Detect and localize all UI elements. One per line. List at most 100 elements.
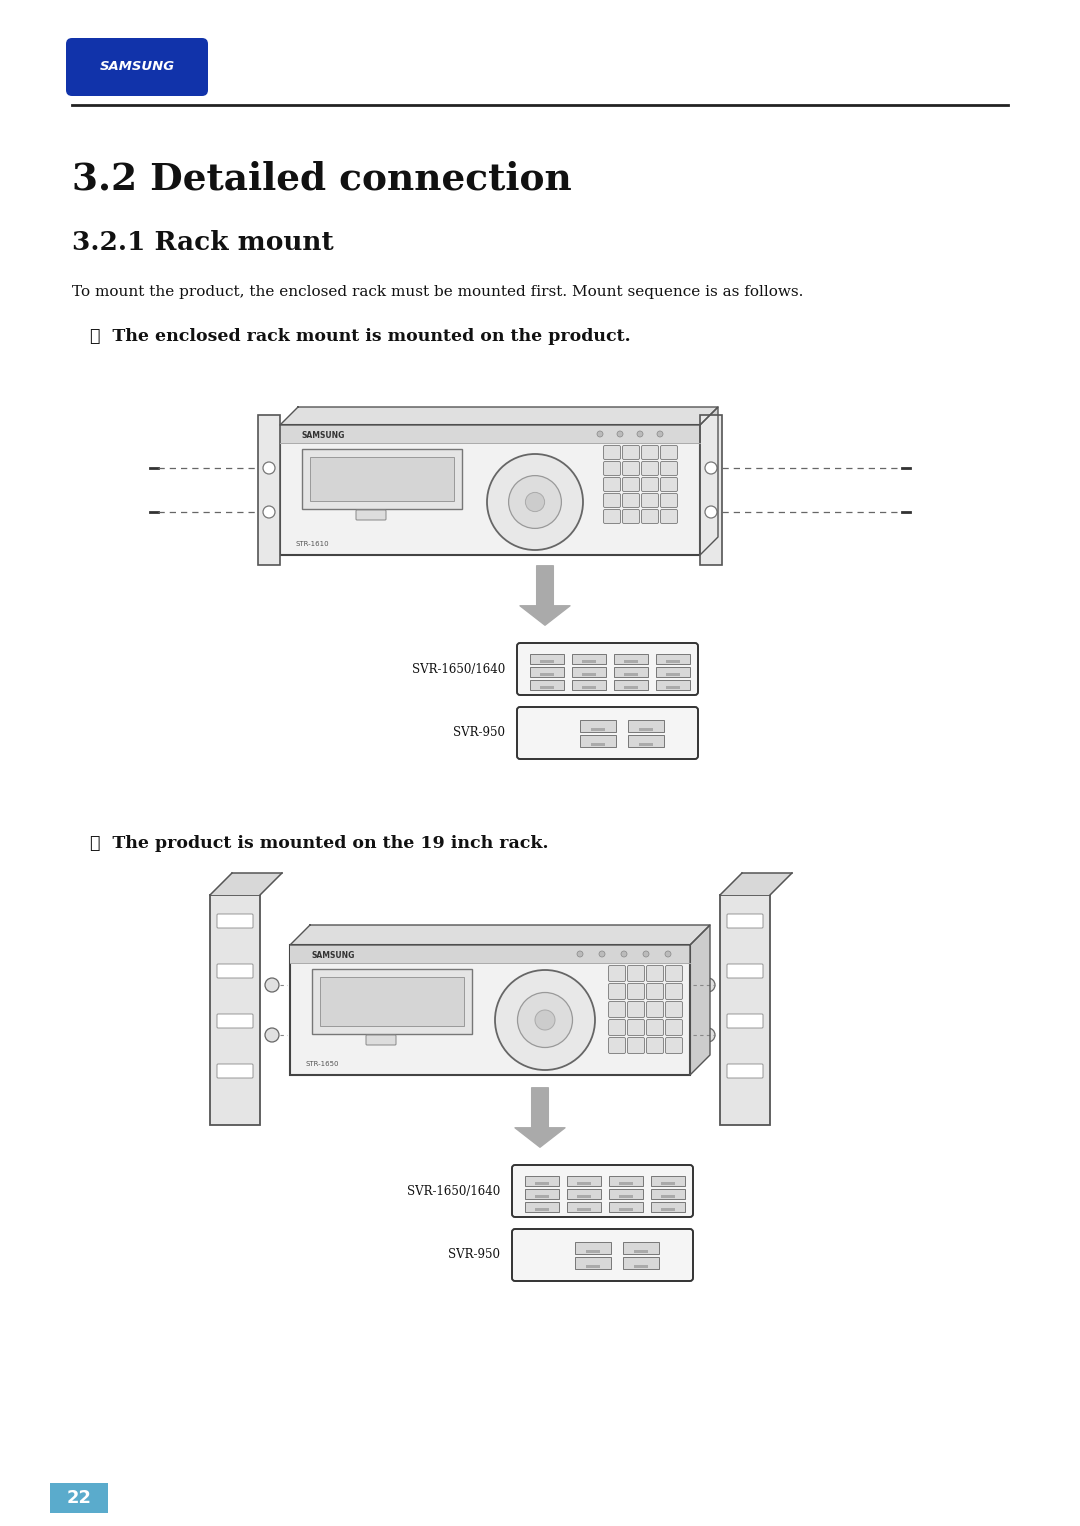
Circle shape [701, 1029, 715, 1042]
FancyBboxPatch shape [619, 1209, 633, 1212]
Circle shape [617, 430, 623, 436]
Circle shape [517, 992, 572, 1047]
FancyBboxPatch shape [639, 743, 653, 746]
FancyBboxPatch shape [217, 964, 253, 978]
FancyBboxPatch shape [525, 1202, 559, 1212]
FancyBboxPatch shape [634, 1265, 648, 1268]
FancyBboxPatch shape [540, 687, 554, 690]
Circle shape [597, 430, 603, 436]
Text: ❖  The enclosed rack mount is mounted on the product.: ❖ The enclosed rack mount is mounted on … [90, 328, 631, 345]
FancyBboxPatch shape [624, 661, 638, 662]
FancyBboxPatch shape [540, 661, 554, 662]
Text: STR-1650: STR-1650 [305, 1061, 338, 1067]
FancyBboxPatch shape [586, 1250, 600, 1253]
Text: STR-1610: STR-1610 [295, 542, 328, 546]
Text: SAMSUNG: SAMSUNG [312, 951, 355, 960]
FancyBboxPatch shape [623, 1257, 659, 1270]
FancyBboxPatch shape [656, 667, 690, 678]
FancyBboxPatch shape [586, 1265, 600, 1268]
Polygon shape [291, 925, 710, 945]
FancyBboxPatch shape [651, 1177, 685, 1186]
FancyBboxPatch shape [609, 1177, 643, 1186]
FancyBboxPatch shape [604, 493, 621, 508]
FancyBboxPatch shape [651, 1189, 685, 1199]
FancyBboxPatch shape [700, 415, 723, 565]
FancyBboxPatch shape [366, 1035, 396, 1045]
FancyBboxPatch shape [609, 1189, 643, 1199]
FancyBboxPatch shape [210, 896, 260, 1125]
FancyBboxPatch shape [665, 1001, 683, 1018]
FancyBboxPatch shape [604, 510, 621, 523]
FancyBboxPatch shape [665, 1019, 683, 1036]
FancyBboxPatch shape [615, 655, 648, 664]
FancyBboxPatch shape [647, 983, 663, 1000]
FancyBboxPatch shape [575, 1242, 611, 1254]
Polygon shape [210, 873, 282, 896]
FancyBboxPatch shape [619, 1183, 633, 1186]
FancyBboxPatch shape [624, 687, 638, 690]
FancyBboxPatch shape [608, 966, 625, 981]
FancyBboxPatch shape [50, 1483, 108, 1512]
FancyBboxPatch shape [627, 1038, 645, 1053]
FancyBboxPatch shape [627, 1001, 645, 1018]
FancyBboxPatch shape [608, 1001, 625, 1018]
FancyBboxPatch shape [310, 456, 454, 501]
FancyBboxPatch shape [312, 969, 472, 1035]
Circle shape [643, 951, 649, 957]
FancyBboxPatch shape [622, 446, 639, 459]
FancyBboxPatch shape [727, 1013, 762, 1029]
Text: SVR-1650/1640: SVR-1650/1640 [407, 1184, 500, 1198]
FancyBboxPatch shape [582, 687, 596, 690]
Text: SVR-1650/1640: SVR-1650/1640 [411, 662, 505, 676]
Circle shape [265, 1029, 279, 1042]
FancyBboxPatch shape [580, 736, 616, 748]
FancyBboxPatch shape [580, 720, 616, 732]
FancyBboxPatch shape [517, 642, 698, 694]
FancyBboxPatch shape [615, 681, 648, 690]
FancyBboxPatch shape [642, 493, 659, 508]
FancyBboxPatch shape [291, 945, 690, 963]
FancyBboxPatch shape [217, 1013, 253, 1029]
Circle shape [701, 978, 715, 992]
FancyBboxPatch shape [656, 681, 690, 690]
Circle shape [637, 430, 643, 436]
FancyBboxPatch shape [609, 1202, 643, 1212]
Polygon shape [720, 873, 792, 896]
FancyBboxPatch shape [619, 1195, 633, 1198]
FancyBboxPatch shape [627, 1019, 645, 1036]
FancyBboxPatch shape [604, 446, 621, 459]
FancyBboxPatch shape [540, 673, 554, 676]
FancyBboxPatch shape [530, 655, 564, 664]
FancyBboxPatch shape [591, 743, 605, 746]
FancyBboxPatch shape [665, 966, 683, 981]
Circle shape [495, 971, 595, 1070]
Circle shape [577, 951, 583, 957]
FancyBboxPatch shape [577, 1195, 591, 1198]
FancyBboxPatch shape [661, 446, 677, 459]
Polygon shape [280, 407, 718, 426]
Circle shape [535, 1010, 555, 1030]
FancyBboxPatch shape [634, 1250, 648, 1253]
FancyBboxPatch shape [720, 896, 770, 1125]
FancyBboxPatch shape [280, 426, 700, 555]
FancyBboxPatch shape [661, 1195, 675, 1198]
FancyBboxPatch shape [66, 38, 208, 96]
FancyBboxPatch shape [622, 510, 639, 523]
FancyBboxPatch shape [530, 681, 564, 690]
FancyBboxPatch shape [572, 681, 606, 690]
FancyBboxPatch shape [665, 983, 683, 1000]
FancyBboxPatch shape [575, 1257, 611, 1270]
FancyBboxPatch shape [525, 1177, 559, 1186]
FancyBboxPatch shape [525, 1189, 559, 1199]
FancyBboxPatch shape [647, 1038, 663, 1053]
FancyBboxPatch shape [567, 1202, 600, 1212]
Text: SVR-950: SVR-950 [448, 1248, 500, 1262]
FancyBboxPatch shape [639, 728, 653, 731]
FancyBboxPatch shape [608, 1019, 625, 1036]
Text: SAMSUNG: SAMSUNG [302, 430, 346, 439]
FancyBboxPatch shape [604, 461, 621, 476]
Circle shape [705, 462, 717, 475]
FancyBboxPatch shape [217, 1064, 253, 1077]
FancyBboxPatch shape [727, 964, 762, 978]
FancyBboxPatch shape [622, 493, 639, 508]
